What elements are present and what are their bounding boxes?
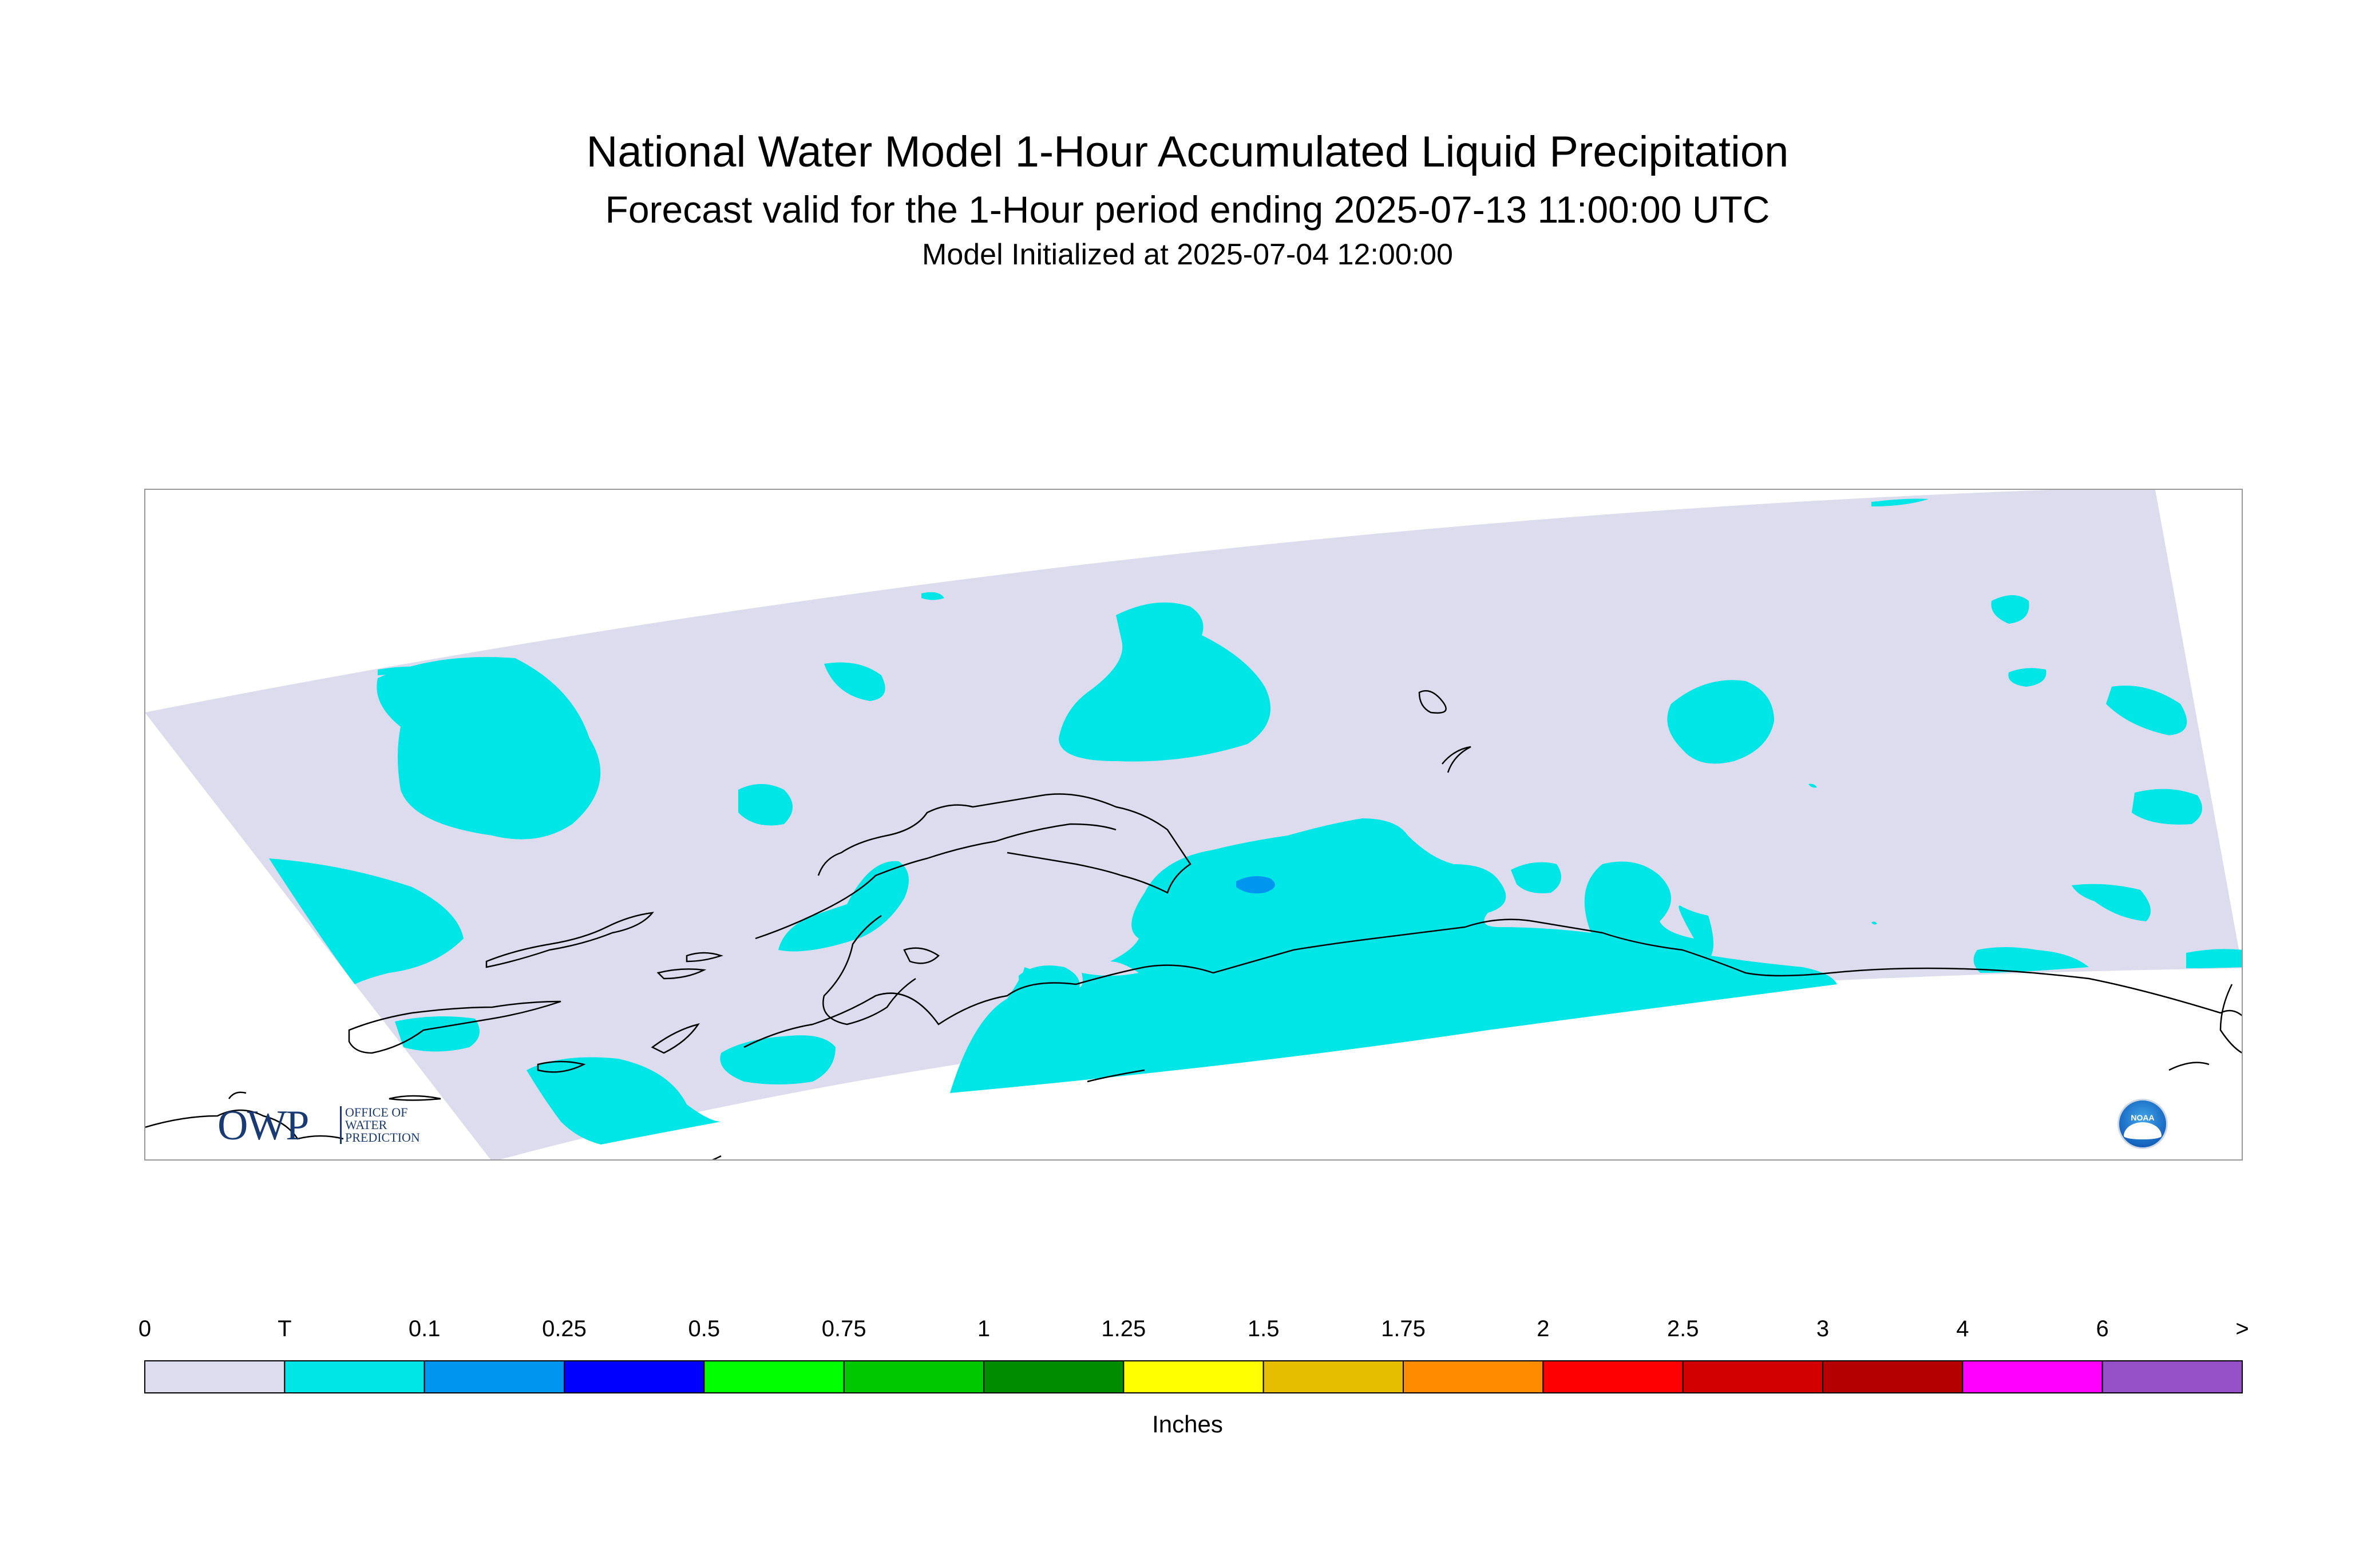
colorbar <box>144 1360 2243 1393</box>
colorbar-tick-label: 1.5 <box>1247 1316 1280 1341</box>
trace-area <box>2072 884 2151 921</box>
colorbar-tick-label: 1.75 <box>1381 1316 1426 1341</box>
model-domain <box>145 489 2242 1160</box>
coastline <box>817 793 1192 894</box>
coastline <box>651 1023 700 1054</box>
coastline <box>348 1000 561 1054</box>
trace-area <box>2186 949 2242 968</box>
colorbar-tick-label: 0 <box>138 1316 152 1341</box>
light-precip-area <box>1236 876 1275 894</box>
trace-area <box>778 861 909 952</box>
coastline <box>903 947 940 964</box>
noaa-bird-icon <box>2124 1122 2162 1139</box>
colorbar-segment <box>1962 1360 2103 1393</box>
trace-area <box>1973 947 2089 973</box>
colorbar-segment <box>144 1360 286 1393</box>
colorbar-tick-label: 1 <box>977 1316 991 1341</box>
owp-logo-subtext: OFFICE OF WATER PREDICTION <box>340 1106 425 1144</box>
map-title: National Water Model 1-Hour Accumulated … <box>586 128 1789 176</box>
noaa-logo: NOAA <box>2117 1099 2168 1149</box>
coastline <box>228 1091 247 1099</box>
noaa-logo-text: NOAA <box>2131 1113 2155 1122</box>
owp-line-3: PREDICTION <box>345 1130 420 1145</box>
colorbar-tick-label: > <box>2235 1316 2249 1341</box>
coastline <box>485 912 654 968</box>
trace-area <box>1019 965 1080 1004</box>
trace-area <box>1871 921 1877 925</box>
owp-logo-text: OWP <box>217 1102 309 1149</box>
trace-area <box>950 818 1837 1093</box>
colorbar-tick-label: 1.25 <box>1101 1316 1146 1341</box>
trace-area <box>378 666 446 675</box>
colorbar-tick-label: 0.75 <box>821 1316 866 1341</box>
coastline <box>2168 1062 2210 1071</box>
coastline <box>755 823 1117 940</box>
coastline <box>1087 1069 1145 1083</box>
coastline <box>145 1109 344 1140</box>
trace-area <box>395 1016 480 1052</box>
map-subtitle: Forecast valid for the 1-Hour period end… <box>605 188 1770 231</box>
colorbar-tick-label: 2.5 <box>1667 1316 1699 1341</box>
trace-area <box>2008 668 2047 687</box>
trace-area <box>1059 602 1270 762</box>
colorbar-segment <box>843 1360 984 1393</box>
colorbar-segment <box>564 1360 705 1393</box>
coastline <box>822 914 916 1025</box>
coastline <box>2219 984 2242 1054</box>
coastline <box>389 1095 441 1101</box>
trace-area <box>1991 595 2029 624</box>
colorbar-segment <box>983 1360 1125 1393</box>
trace-area <box>2106 686 2187 735</box>
trace-area <box>377 657 601 840</box>
colorbar-tick-label: 3 <box>1816 1316 1830 1341</box>
coastline <box>1442 746 1471 773</box>
colorbar-tick-label: T <box>278 1316 292 1341</box>
coastline <box>1418 690 1447 714</box>
colorbar-tick-label: 0.1 <box>408 1316 441 1341</box>
colorbar-tick-label: 6 <box>2096 1316 2109 1341</box>
colorbar-segment <box>1123 1360 1264 1393</box>
colorbar-segment <box>2101 1360 2243 1393</box>
coastline <box>712 1155 722 1160</box>
trace-area <box>2132 789 2202 825</box>
colorbar-tick-label: 0.25 <box>542 1316 587 1341</box>
owp-line-2: WATER <box>345 1118 387 1132</box>
coastline <box>686 952 723 963</box>
trace-area <box>269 858 464 984</box>
colorbar-segment <box>1262 1360 1404 1393</box>
colorbar-segment <box>703 1360 845 1393</box>
colorbar-segment <box>1682 1360 1824 1393</box>
trace-area <box>720 1035 836 1084</box>
coastline <box>743 918 2242 1048</box>
trace-area <box>1667 680 1774 764</box>
trace-precip-areas <box>269 498 2242 1145</box>
trace-area <box>921 592 944 600</box>
trace-area <box>527 1057 721 1145</box>
trace-area <box>1808 783 1817 788</box>
colorbar-tick-label: 2 <box>1537 1316 1550 1341</box>
map-frame <box>144 489 2243 1161</box>
colorbar-tick-label: 4 <box>1956 1316 1969 1341</box>
colorbar-segment <box>1822 1360 1964 1393</box>
colorbar-segment <box>423 1360 565 1393</box>
trace-area <box>1511 862 1561 893</box>
coastline <box>537 1060 586 1073</box>
colorbar-segment <box>284 1360 425 1393</box>
trace-area <box>738 784 793 826</box>
colorbar-units: Inches <box>1152 1411 1223 1438</box>
coastlines <box>145 690 2242 1160</box>
owp-line-1: OFFICE OF <box>345 1105 408 1119</box>
colorbar-tick-label: 0.5 <box>688 1316 721 1341</box>
coastline <box>656 968 707 980</box>
trace-area <box>1871 498 1929 506</box>
colorbar-segment <box>1542 1360 1684 1393</box>
colorbar-segment <box>1403 1360 1544 1393</box>
trace-area <box>824 662 885 701</box>
model-init-label: Model Initialized at 2025-07-04 12:00:00 <box>922 238 1453 271</box>
